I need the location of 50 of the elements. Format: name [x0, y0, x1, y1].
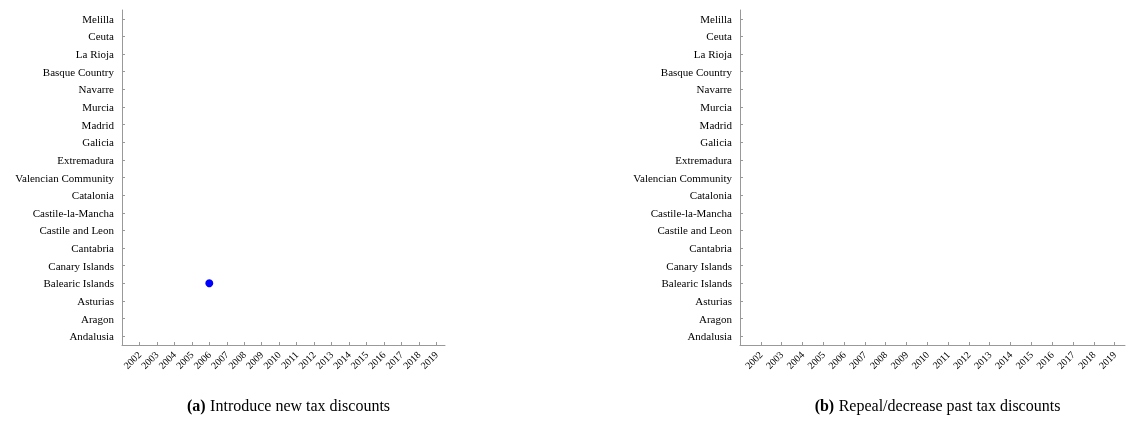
y-tick-label: Aragon — [81, 312, 115, 325]
y-tick-label: Murcia — [82, 100, 115, 113]
y-tick-label: Balearic Islands — [661, 277, 732, 290]
y-tick-label: Extremadura — [675, 153, 733, 166]
y-tick-label: Melilla — [82, 12, 115, 25]
x-tick-label: 2009 — [888, 349, 911, 372]
text: (b) Repeal/decrease past tax discounts — [814, 396, 1061, 415]
x-tick-label: 2013 — [971, 349, 994, 372]
y-tick-label: Murcia — [700, 100, 733, 113]
y-tick-label: Madrid — [699, 118, 733, 131]
y-tick-label: Asturias — [695, 294, 732, 307]
x-tick-label: 2019 — [1096, 349, 1119, 372]
y-tick-label: Galicia — [82, 136, 115, 149]
x-tick-label: 2010 — [909, 349, 932, 372]
y-tick-label: Valencian Community — [15, 171, 115, 184]
y-tick-label: Madrid — [81, 118, 115, 131]
y-tick-label: Galicia — [700, 136, 733, 149]
y-tick-label: Navarre — [696, 83, 733, 96]
y-tick-label: Ceuta — [706, 30, 733, 43]
x-tick-label: 2002 — [742, 349, 765, 372]
y-tick-label: La Rioja — [75, 48, 115, 61]
y-tick-label: Castile and Leon — [657, 224, 733, 237]
y-tick-label: Extremadura — [57, 153, 115, 166]
y-tick-label: Basque Country — [660, 65, 733, 78]
y-tick-label: La Rioja — [693, 48, 733, 61]
y-tick-label: Canary Islands — [48, 259, 114, 272]
x-tick-label: 2003 — [763, 349, 786, 372]
y-tick-label: Castile-la-Mancha — [32, 206, 115, 219]
y-tick-label: Andalusia — [687, 330, 733, 343]
y-tick-label: Asturias — [77, 294, 114, 307]
x-tick-label: 2018 — [1075, 349, 1098, 372]
y-tick-label: Aragon — [699, 312, 733, 325]
y-tick-label: Andalusia — [69, 330, 115, 343]
y-tick-label: Basque Country — [42, 65, 115, 78]
y-tick-label: Navarre — [78, 83, 115, 96]
x-tick-label: 2012 — [950, 349, 973, 372]
y-tick-label: Castile and Leon — [39, 224, 115, 237]
y-tick-label: Canary Islands — [666, 259, 732, 272]
x-tick-label: 2011 — [930, 349, 952, 371]
y-tick-label: Cantabria — [71, 242, 115, 255]
text: (a) Introduce new tax discounts — [186, 396, 391, 415]
y-tick-label: Castile-la-Mancha — [650, 206, 733, 219]
y-tick-label: Cantabria — [689, 242, 733, 255]
x-tick-label: 2008 — [867, 349, 890, 372]
y-tick-label: Balearic Islands — [43, 277, 114, 290]
y-tick-label: Melilla — [700, 12, 733, 25]
y-tick-label: Catalonia — [71, 189, 115, 202]
y-tick-label: Catalonia — [689, 189, 733, 202]
y-tick-label: Valencian Community — [633, 171, 733, 184]
y-tick-label: Ceuta — [88, 30, 115, 43]
